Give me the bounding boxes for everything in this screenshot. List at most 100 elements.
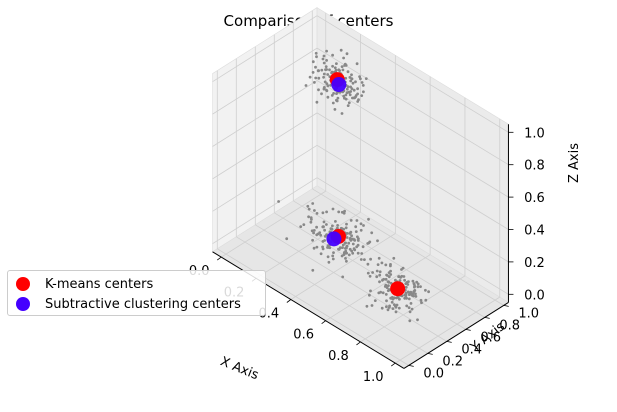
data-point <box>389 269 392 273</box>
data-point <box>416 318 419 322</box>
data-point <box>304 84 308 87</box>
y-tick-mark <box>446 341 452 343</box>
x-tick-mark <box>217 256 222 261</box>
grid-line-y-floor <box>255 224 447 342</box>
data-point <box>371 271 374 274</box>
data-point <box>316 69 320 73</box>
y-tick-label: 1.0 <box>518 306 539 321</box>
data-point <box>424 288 427 292</box>
data-point <box>416 285 420 289</box>
z-tick-label: 1.0 <box>524 126 545 141</box>
grid-line-z-back <box>316 112 509 230</box>
subtractive-center-marker <box>326 231 342 247</box>
x-tick-mark <box>391 362 396 367</box>
x-tick-label: 0.8 <box>328 349 349 364</box>
data-point <box>369 289 372 293</box>
data-point <box>322 75 325 79</box>
grid-line-y-floor <box>274 212 466 330</box>
data-point <box>352 88 356 92</box>
x-tick-mark <box>321 320 326 325</box>
data-point <box>320 68 324 72</box>
kmeans-center-marker <box>390 281 406 297</box>
data-point <box>404 285 408 289</box>
data-point <box>330 94 334 97</box>
data-point <box>346 104 350 107</box>
data-point <box>340 112 344 115</box>
tick-labels: 0.00.20.40.60.81.00.00.20.40.60.81.00.00… <box>189 126 545 385</box>
data-point <box>357 237 360 241</box>
data-point <box>355 219 359 222</box>
grid-line-z-back <box>316 80 509 198</box>
data-point <box>329 227 333 231</box>
data-point <box>326 73 330 76</box>
data-point <box>389 273 393 276</box>
z-tick-label: 0.4 <box>524 224 545 239</box>
data-point <box>322 61 326 65</box>
data-point <box>410 307 414 311</box>
y-tick-mark <box>427 353 433 355</box>
data-point <box>344 93 348 97</box>
data-point <box>319 233 323 237</box>
data-point <box>310 218 313 221</box>
legend-label-subtractive: Subtractive clustering centers <box>45 296 241 312</box>
data-point <box>342 211 346 215</box>
data-point <box>427 290 430 294</box>
grid-line-z-back <box>316 15 509 133</box>
data-point <box>308 75 312 79</box>
data-point <box>337 248 341 251</box>
data-point <box>378 273 382 277</box>
data-point <box>340 254 344 258</box>
data-point <box>331 224 334 228</box>
data-point <box>370 231 374 235</box>
data-point <box>345 52 349 56</box>
data-point <box>322 86 326 89</box>
data-point <box>390 296 394 300</box>
data-point <box>329 83 332 87</box>
data-point <box>400 268 403 271</box>
data-point <box>349 79 353 83</box>
data-point <box>354 80 357 84</box>
data-point <box>351 242 355 246</box>
data-point <box>321 247 325 251</box>
data-point <box>315 233 319 237</box>
data-point <box>378 270 382 274</box>
legend-label-kmeans: K-means centers <box>45 276 154 292</box>
data-point <box>328 246 332 250</box>
data-point <box>336 96 340 100</box>
data-point <box>314 51 318 55</box>
data-point <box>333 108 337 111</box>
grid-line-x-floor <box>325 254 431 322</box>
grid-line-z-left <box>212 15 318 83</box>
data-point <box>325 59 328 62</box>
data-point <box>332 251 335 255</box>
data-point <box>406 290 410 294</box>
data-point <box>318 231 322 235</box>
data-point <box>331 64 334 68</box>
data-point <box>325 210 328 214</box>
data-point <box>334 220 337 223</box>
data-point <box>361 84 365 87</box>
data-point <box>378 280 381 284</box>
data-point <box>359 228 363 232</box>
data-point <box>414 292 417 296</box>
data-point <box>360 94 364 97</box>
data-point <box>392 256 396 260</box>
data-point <box>325 49 328 53</box>
data-point <box>348 247 352 251</box>
data-point <box>386 280 390 284</box>
data-point <box>337 68 341 72</box>
data-point <box>394 310 398 314</box>
data-point <box>347 253 351 257</box>
grid-line-z-left <box>212 112 318 180</box>
data-point <box>387 284 390 287</box>
data-point <box>322 220 326 224</box>
data-point <box>416 282 420 286</box>
data-point <box>392 303 396 306</box>
y-tick-label: 0.0 <box>423 366 444 381</box>
data-point <box>367 241 371 245</box>
data-point <box>376 263 380 266</box>
data-point <box>343 96 346 100</box>
data-point <box>419 285 422 288</box>
data-point <box>314 76 318 80</box>
legend-marker-kmeans <box>16 277 30 291</box>
